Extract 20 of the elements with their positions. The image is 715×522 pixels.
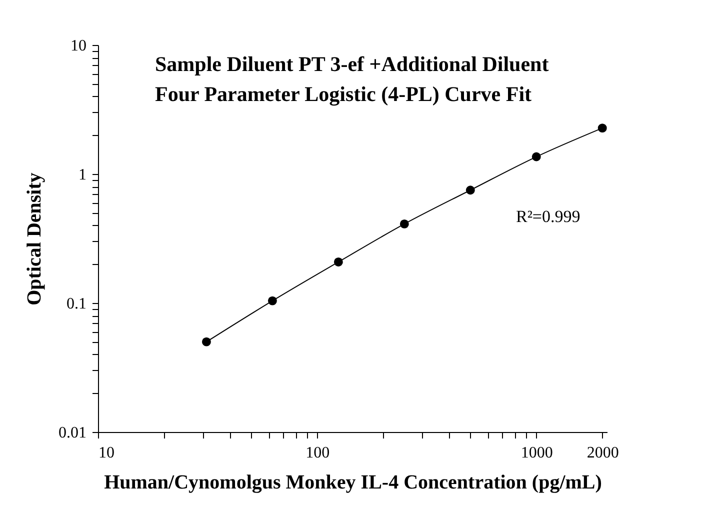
text: Four Parameter Logistic (4-PL) Curve Fit [155, 82, 532, 106]
x-tick-label: 2000 [586, 444, 619, 462]
point [202, 337, 211, 346]
x-tick-label: 1000 [520, 444, 553, 462]
point [532, 152, 541, 162]
x-tick-label: 100 [306, 444, 330, 462]
y-tick-label: 10 [70, 38, 86, 54]
point [598, 124, 607, 133]
point [466, 186, 475, 195]
point [268, 296, 277, 306]
y-tick-label: 1 [78, 166, 86, 184]
annotation: R²=0.999 [516, 207, 580, 226]
point [334, 258, 343, 266]
text: Sample Diluent PT 3-ef +Additional Diluent [155, 52, 549, 76]
y-tick-label: 0.1 [66, 296, 86, 312]
y-tick-label: 0.01 [58, 424, 86, 442]
x-tick-label: 10 [98, 444, 114, 462]
point [400, 219, 409, 228]
x-axis-title: Human/Cynomolgus Monkey IL-4 Concentration (pg/mL) [104, 472, 602, 494]
y-axis-title: Optical Density [24, 172, 46, 306]
